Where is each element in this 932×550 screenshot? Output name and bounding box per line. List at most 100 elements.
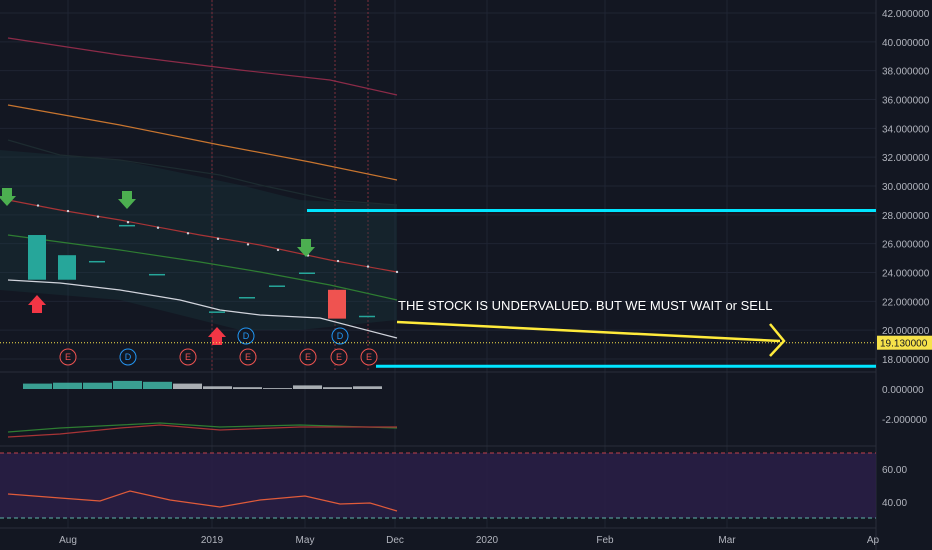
- current-price-badge: [877, 335, 932, 350]
- ma-100-line: [7, 104, 398, 181]
- ma-50-line: [7, 139, 398, 206]
- macd-hist-bar-5: [143, 381, 172, 389]
- time-tick-2: May: [296, 535, 315, 546]
- rsi-band: [0, 452, 876, 519]
- price-tick-4: 34.000000: [882, 124, 930, 135]
- time-tick-6: Mar: [718, 535, 736, 546]
- price-tick-9: 24.000000: [882, 269, 930, 280]
- horizontal-levels[interactable]: [0, 209, 876, 368]
- event-marker-2: [179, 348, 197, 366]
- price-tick-6: 30.000000: [882, 182, 930, 193]
- candle-6: [239, 297, 255, 299]
- event-label-1: D: [125, 352, 132, 362]
- candles: [28, 224, 375, 319]
- event-label-7: D: [243, 331, 250, 341]
- macd-hist-bar-7: [203, 386, 232, 389]
- price-tick-1: 40.000000: [882, 38, 930, 49]
- ma-10-line: [7, 234, 398, 301]
- time-tick-5: Feb: [596, 535, 614, 546]
- candle-7: [269, 285, 285, 287]
- price-tick-12: 18.000000: [882, 355, 930, 366]
- buy-signal-arrow-1: [208, 327, 226, 345]
- macd-hist-bar-12: [353, 386, 382, 389]
- event-label-2: E: [185, 352, 191, 362]
- macd-hist-bar-4: [113, 380, 142, 389]
- event-markers: E D E E E E E D D: [59, 327, 378, 366]
- price-tick-0: 42.000000: [882, 9, 930, 20]
- rsi-tick-0: 60.00: [882, 465, 907, 476]
- candle-5: [209, 311, 225, 313]
- ma-dot-8: [246, 243, 250, 246]
- ma-dot-13: [395, 270, 399, 274]
- macd-tick-1: -2.000000: [882, 415, 927, 426]
- annotation-text: THE STOCK IS UNDERVALUED. BUT WE MUST WA…: [398, 298, 772, 313]
- candle-4: [149, 273, 165, 276]
- macd-hist-bar-1: [23, 383, 52, 389]
- ma-dot-2: [66, 209, 70, 213]
- macd-hist-bar-9: [263, 388, 292, 389]
- event-marker-8: [331, 327, 349, 345]
- annotation-arrow-head: [769, 323, 786, 357]
- event-label-6: E: [366, 352, 372, 362]
- event-marker-4: [299, 348, 317, 366]
- candle-10: [359, 315, 375, 318]
- price-axis: 42.000000 40.000000 38.000000 36.000000 34.0…: [882, 9, 930, 509]
- current-price-text: 19.130000: [880, 339, 928, 350]
- ma-20-line: [7, 199, 398, 273]
- macd-hist-bar-2: [53, 382, 82, 389]
- ma-dot-6: [186, 232, 190, 235]
- candle-8: [299, 272, 315, 274]
- price-line: [7, 279, 398, 339]
- event-marker-1: [119, 348, 137, 366]
- rsi-tick-1: 40.00: [882, 498, 907, 509]
- grid: [0, 0, 877, 550]
- ma-dot-1: [36, 204, 40, 207]
- annotation-arrow-shaft: [396, 320, 781, 343]
- event-label-5: E: [336, 352, 342, 362]
- event-label-8: D: [337, 331, 344, 341]
- event-label-0: E: [65, 352, 71, 362]
- event-marker-3: [239, 348, 257, 366]
- event-label-3: E: [245, 352, 251, 362]
- event-marker-0: [59, 348, 77, 366]
- macd-hist-bar-10: [293, 385, 322, 389]
- price-tick-5: 32.000000: [882, 153, 930, 164]
- rsi-band-fill: [0, 453, 876, 518]
- macd-signal-line: [7, 422, 398, 433]
- sell-signal-arrow-1: [118, 191, 136, 209]
- time-tick-4: 2020: [476, 535, 499, 546]
- price-tick-11: 20.000000: [882, 326, 930, 337]
- ma-dot-12: [366, 265, 370, 268]
- price-tick-2: 38.000000: [882, 67, 930, 78]
- ma-dot-11: [336, 259, 340, 263]
- candle-3: [119, 224, 135, 227]
- macd-line: [7, 424, 397, 438]
- price-tick-10: 22.000000: [882, 297, 930, 308]
- ma-dot-3: [96, 215, 100, 218]
- buy-signal-arrow-0: [28, 295, 46, 313]
- signal-arrows: [0, 188, 315, 345]
- macd-hist-bar-3: [83, 382, 112, 389]
- time-tick-0: Aug: [59, 535, 77, 546]
- indicator-lines: [0, 37, 399, 512]
- price-tick-8: 26.000000: [882, 240, 930, 251]
- ma-dot-9: [276, 248, 280, 252]
- price-tick-3: 36.000000: [882, 96, 930, 107]
- candle-9: [328, 289, 346, 319]
- event-marker-6: [360, 348, 378, 366]
- time-axis: Aug 2019 May Dec 2020 Feb Mar Ap: [59, 535, 879, 546]
- ma-dot-7: [216, 237, 220, 241]
- rsi-line: [7, 490, 398, 512]
- macd-hist-bar-11: [323, 387, 352, 389]
- candle-2: [89, 260, 105, 263]
- annotation[interactable]: THE STOCK IS UNDERVALUED. BUT WE MUST WA…: [396, 298, 786, 357]
- event-marker-7: [237, 327, 255, 345]
- sell-signal-arrow-0: [0, 188, 16, 206]
- time-tick-1: 2019: [201, 535, 224, 546]
- current-price-label: 19.130000: [877, 335, 932, 350]
- event-marker-5: [330, 348, 348, 366]
- macd-hist-bar-6: [173, 383, 202, 389]
- ma-dot-5: [156, 226, 160, 229]
- ma-dot-4: [126, 221, 130, 224]
